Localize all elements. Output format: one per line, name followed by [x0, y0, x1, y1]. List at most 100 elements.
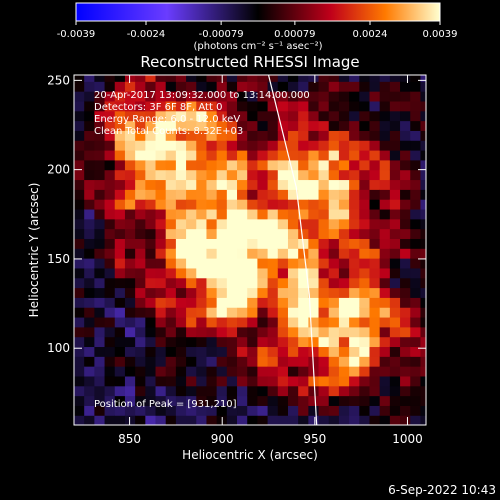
heatmap-cell [318, 356, 330, 367]
heatmap-cell [267, 405, 279, 416]
heatmap-cell [379, 150, 391, 161]
heatmap-cell [277, 169, 289, 181]
heatmap-cell [247, 297, 259, 308]
heatmap-cell [379, 75, 391, 82]
heatmap-cell [74, 346, 85, 357]
heatmap-cell [155, 346, 167, 357]
heatmap-cell [400, 75, 411, 82]
heatmap-cell [84, 258, 95, 269]
heatmap-cell [318, 346, 330, 357]
heatmap-cell [257, 395, 269, 406]
heatmap-cell [196, 100, 208, 112]
heatmap-cell [420, 120, 426, 131]
heatmap-cell [298, 169, 309, 181]
heatmap-cell [328, 385, 340, 397]
heatmap-cell [186, 238, 197, 249]
heatmap-cell [379, 199, 391, 210]
heatmap-cell [104, 375, 116, 387]
heatmap-cell [338, 385, 350, 397]
heatmap-cell [389, 375, 401, 387]
heatmap-cell [196, 81, 208, 92]
heatmap-cell [237, 179, 248, 190]
heatmap-cell [145, 277, 157, 289]
heatmap-cell [298, 179, 309, 190]
heatmap-cell [165, 179, 177, 190]
heatmap-cell [196, 267, 208, 279]
colorbar-units-label: (photons cm⁻² s⁻¹ asec⁻²) [193, 41, 322, 52]
heatmap-cell [400, 297, 411, 308]
heatmap-cell [114, 395, 126, 406]
heatmap-cell [145, 228, 157, 239]
heatmap-cell [349, 238, 360, 249]
heatmap-cell [359, 316, 371, 328]
heatmap-cell [308, 100, 320, 112]
heatmap-cell [155, 258, 167, 269]
heatmap-cell [237, 159, 248, 171]
heatmap-cell [328, 189, 340, 200]
heatmap-cell [400, 208, 411, 220]
heatmap-cell [400, 120, 411, 131]
heatmap-cell [349, 120, 360, 131]
heatmap-cell [420, 169, 426, 181]
heatmap-cell [277, 150, 289, 161]
heatmap-cell [369, 120, 381, 131]
heatmap-cell [328, 395, 340, 406]
heatmap-cell [379, 326, 391, 338]
heatmap-cell [196, 336, 208, 348]
heatmap-cell [389, 316, 401, 328]
heatmap-cell [328, 140, 340, 151]
heatmap-cell [410, 179, 422, 190]
heatmap-cell [277, 346, 289, 357]
heatmap-cell [277, 248, 289, 259]
heatmap-cell [267, 169, 279, 181]
heatmap-cell [186, 336, 197, 348]
heatmap-cell [237, 326, 248, 338]
heatmap-cell [400, 277, 411, 289]
heatmap-cell [247, 150, 259, 161]
heatmap-cell [135, 238, 146, 249]
heatmap-cell [165, 120, 177, 131]
heatmap-cell [298, 159, 309, 171]
heatmap-cell [379, 91, 391, 102]
heatmap-cell [298, 336, 309, 348]
heatmap-cell [379, 366, 391, 377]
heatmap-cell [379, 385, 391, 397]
heatmap-cell [369, 91, 381, 102]
heatmap-cell [410, 140, 422, 151]
heatmap-cell [277, 238, 289, 249]
heatmap-cell [186, 218, 197, 230]
heatmap-cell [114, 228, 126, 239]
heatmap-cell [277, 415, 289, 425]
heatmap-cell [267, 140, 279, 151]
heatmap-cell [196, 208, 208, 220]
heatmap-cell [135, 179, 146, 190]
heatmap-cell [420, 189, 426, 200]
heatmap-cell [369, 179, 381, 190]
chart-title: Reconstructed RHESSI Image [140, 53, 359, 71]
heatmap-cell [104, 228, 116, 239]
heatmap-cell [369, 277, 381, 289]
heatmap-cell [135, 375, 146, 387]
heatmap-cell [165, 267, 177, 279]
heatmap-cell [389, 287, 401, 298]
heatmap-cell [175, 248, 187, 259]
heatmap-cell [359, 238, 371, 249]
heatmap-cell [420, 395, 426, 406]
heatmap-cell [74, 336, 85, 348]
heatmap-cell [359, 218, 371, 230]
heatmap-cell [267, 346, 279, 357]
heatmap-cell [400, 385, 411, 397]
heatmap-cell [369, 130, 381, 141]
heatmap-cell [206, 297, 218, 308]
heatmap-cell [379, 238, 391, 249]
heatmap-cell [114, 356, 126, 367]
heatmap-cell [145, 130, 157, 141]
heatmap-cell [114, 91, 126, 102]
heatmap-cell [328, 218, 340, 230]
heatmap-cell [226, 297, 238, 308]
heatmap-cell [267, 395, 279, 406]
heatmap-cell [410, 248, 422, 259]
heatmap-cell [308, 228, 320, 239]
heatmap-cell [318, 130, 330, 141]
heatmap-cell [389, 366, 401, 377]
